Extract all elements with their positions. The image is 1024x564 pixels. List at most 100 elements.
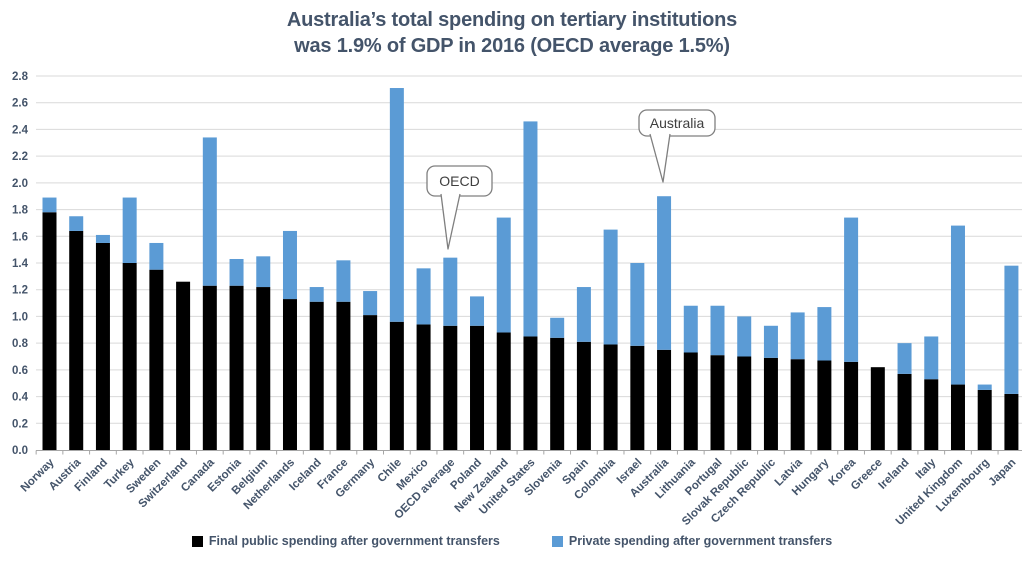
bar-finland-private (95, 234, 110, 243)
bar-switzerland-public (176, 281, 191, 450)
legend-item-private: Private spending after government transf… (551, 534, 833, 548)
bar-slovenia-private (550, 317, 565, 338)
bar-australia-public (657, 349, 672, 450)
callout-label-oecd: OECD (439, 173, 479, 189)
bar-norway-private (42, 197, 57, 213)
y-axis-tick-label: 0.2 (12, 418, 28, 430)
bar-colombia-public (603, 344, 618, 450)
bar-israel-private (630, 263, 645, 346)
bar-new-zealand-public (496, 332, 511, 450)
legend-item-public: Final public spending after government t… (191, 534, 500, 548)
bar-oecd-average-public (443, 325, 458, 450)
y-axis-tick-label: 2.6 (12, 98, 28, 110)
bar-france-private (336, 260, 351, 302)
bar-finland-public (95, 242, 110, 450)
bar-united-states-public (523, 336, 538, 450)
bar-hungary-public (817, 360, 832, 450)
bar-chile-public (389, 321, 404, 450)
callout-box-australia (638, 109, 716, 137)
bar-hungary-private (817, 307, 832, 361)
y-axis-tick-label: 0.4 (12, 392, 29, 404)
public-spending-swatch-icon (191, 535, 203, 547)
bar-luxembourg-private (977, 384, 992, 390)
callout-tail-australia (649, 133, 671, 183)
callout-label-australia: Australia (650, 115, 705, 131)
y-axis-tick-label: 0.0 (12, 445, 28, 457)
bar-belgium-private (256, 256, 271, 288)
chart-title-line1: Australia’s total spending on tertiary i… (286, 9, 738, 31)
bar-estonia-private (229, 258, 244, 286)
bar-germany-private (363, 291, 378, 316)
bar-korea-private (844, 217, 859, 362)
bar-japan-public (1004, 393, 1019, 450)
y-axis-tick-label: 1.8 (12, 205, 29, 217)
private-spending-swatch-icon (551, 535, 563, 547)
bar-germany-public (363, 315, 378, 450)
y-axis-tick-label: 2.2 (12, 151, 28, 163)
x-axis-label-japan: Japan (987, 457, 1019, 489)
y-axis-tick-label: 2.8 (12, 71, 29, 83)
y-axis-tick-label: 1.4 (12, 258, 29, 270)
callout-tail-oecd (440, 193, 461, 250)
bar-united-kingdom-private (950, 225, 965, 385)
y-axis-tick-label: 0.6 (12, 365, 28, 377)
bar-poland-private (470, 296, 485, 326)
bar-poland-public (470, 325, 485, 450)
y-axis-tick-label: 2.4 (12, 124, 29, 136)
bar-lithuania-public (683, 352, 698, 450)
bar-italy-private (924, 336, 939, 380)
y-axis-tick-label: 0.8 (12, 338, 29, 350)
bar-united-kingdom-public (950, 384, 965, 450)
bar-united-states-private (523, 121, 538, 337)
bar-italy-public (924, 379, 939, 450)
y-axis-tick-label: 1.2 (12, 285, 28, 297)
bar-slovak-republic-private (737, 316, 752, 357)
bar-mexico-private (416, 268, 431, 325)
chart-title: Australia’s total spending on tertiary i… (0, 7, 1024, 59)
bar-israel-public (630, 345, 645, 450)
bar-norway-public (42, 212, 57, 450)
bar-iceland-private (309, 287, 324, 302)
bar-oecd-average-private (443, 257, 458, 326)
bar-ireland-public (897, 373, 912, 450)
chart-legend: Final public spending after government t… (0, 534, 1024, 548)
bar-iceland-public (309, 301, 324, 450)
bar-korea-public (844, 361, 859, 450)
bar-spain-public (576, 341, 591, 450)
bar-austria-private (69, 216, 84, 231)
bar-chile-private (389, 88, 404, 322)
bar-austria-public (69, 230, 84, 450)
bar-slovak-republic-public (737, 356, 752, 450)
bar-latvia-private (790, 312, 805, 360)
bar-lithuania-private (683, 305, 698, 353)
bar-spain-private (576, 287, 591, 342)
bar-japan-private (1004, 265, 1019, 394)
bar-portugal-public (710, 355, 725, 450)
bar-netherlands-public (282, 299, 297, 450)
bar-greece-public (870, 367, 885, 450)
bar-australia-private (657, 196, 672, 350)
legend-label-private: Private spending after government transf… (568, 534, 833, 548)
bar-belgium-public (256, 287, 271, 450)
y-axis-tick-label: 1.0 (12, 311, 28, 323)
chart-title-line2: was 1.9% of GDP in 2016 (OECD average 1.… (294, 35, 730, 57)
bar-netherlands-private (282, 230, 297, 300)
bar-slovenia-public (550, 337, 565, 450)
bar-turkey-private (122, 197, 137, 263)
bar-france-public (336, 301, 351, 450)
bar-colombia-private (603, 229, 618, 345)
bar-czech-republic-public (763, 357, 778, 450)
bar-turkey-public (122, 263, 137, 450)
bar-canada-public (202, 285, 217, 450)
legend-label-public: Final public spending after government t… (208, 534, 500, 548)
bar-czech-republic-private (763, 325, 778, 358)
y-axis-tick-label: 2.0 (12, 178, 28, 190)
bar-portugal-private (710, 305, 725, 356)
bar-ireland-private (897, 343, 912, 374)
bar-luxembourg-public (977, 389, 992, 450)
bar-latvia-public (790, 359, 805, 450)
y-axis-tick-label: 1.6 (12, 231, 28, 243)
bar-sweden-public (149, 269, 164, 450)
